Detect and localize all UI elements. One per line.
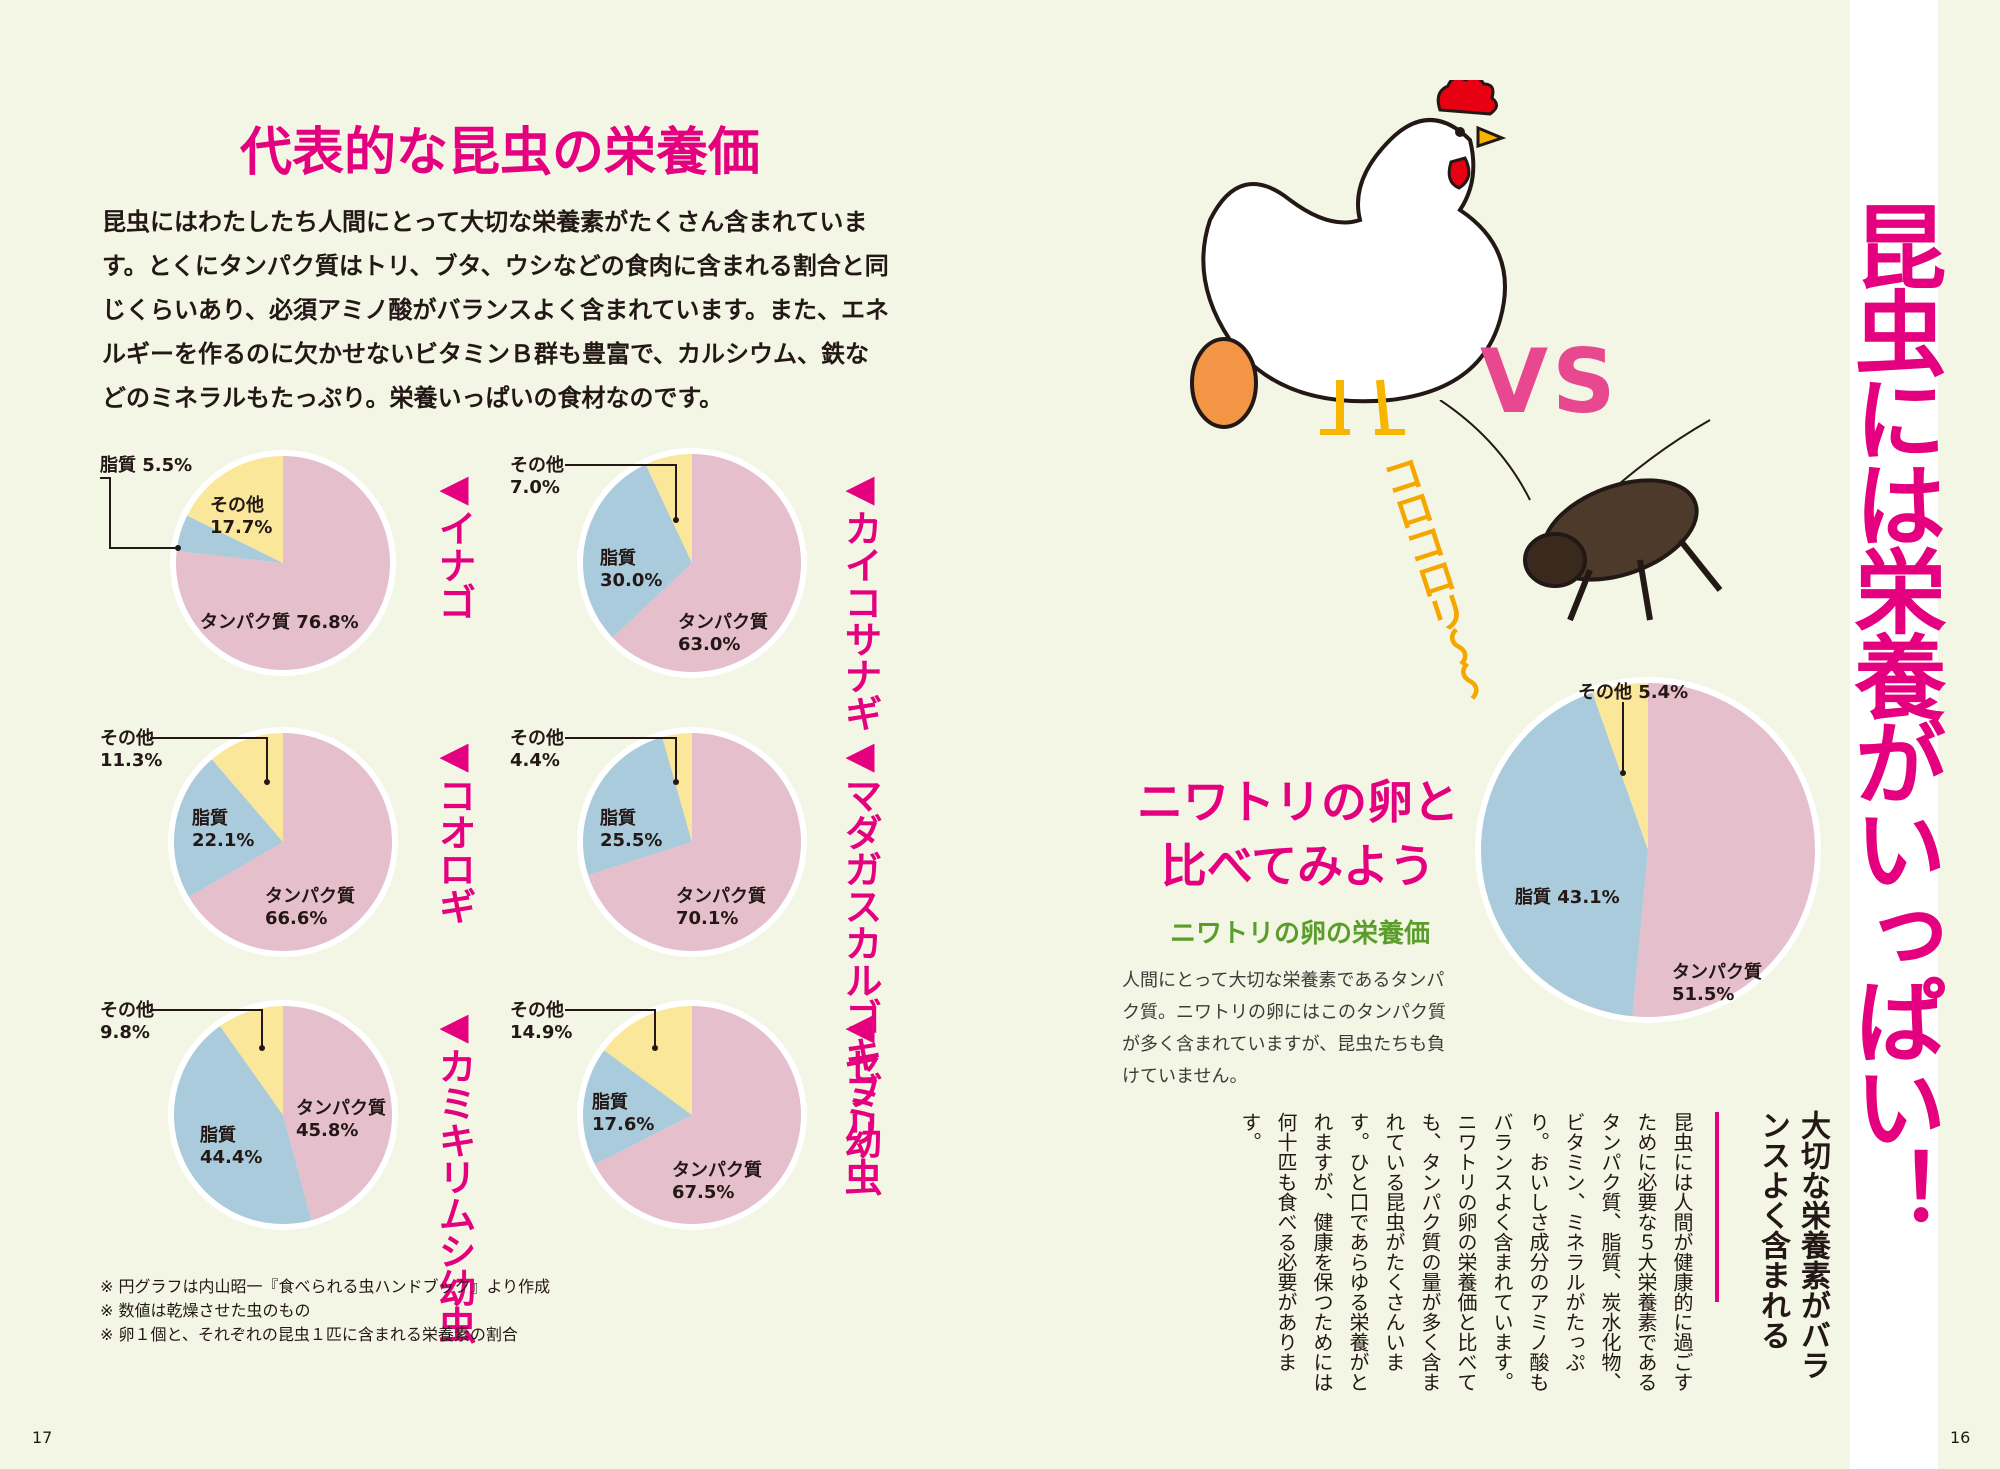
pie-0-leader-dot bbox=[175, 545, 181, 551]
pie-1-outline bbox=[577, 448, 807, 678]
pie-0-other-label: その他 17.7% bbox=[210, 495, 273, 538]
pie-0-outline bbox=[170, 450, 396, 676]
pie-1-slice-other bbox=[644, 451, 692, 563]
pie-4-leader-dot bbox=[259, 1045, 265, 1051]
pie-egg-protein-label: タンパク質 51.5% bbox=[1672, 962, 1762, 1005]
pie-6-slice-fat bbox=[1477, 689, 1648, 1020]
left-page-title: 代表的な昆虫の栄養価 bbox=[239, 123, 760, 183]
species-label-madagascar-gokiburi: ◀マダガスカルゴキブリ bbox=[838, 733, 882, 1146]
pie-2-outline bbox=[168, 727, 398, 957]
pie-5-slice-fat bbox=[580, 1048, 692, 1166]
egg-illustration bbox=[1190, 337, 1258, 429]
pie-4-leader-line bbox=[150, 1009, 263, 1048]
footnotes: ※ 円グラフは内山昭一『食べられる虫ハンドブック』より作成 ※ 数値は乾燥させた… bbox=[100, 1275, 800, 1347]
pie-3-fat-label: 脂質 25.5% bbox=[600, 808, 663, 851]
pie-1-other-label: その他 7.0% bbox=[510, 455, 564, 498]
pie-2-slice-fat bbox=[171, 757, 283, 899]
page-number-left: 17 bbox=[32, 1428, 53, 1447]
pie-4-outline bbox=[168, 1000, 398, 1230]
pie-1-protein-label: タンパク質 63.0% bbox=[678, 612, 768, 655]
vertical-body-text: 昆虫には人間が健康的に過ごすために必要な５大栄養素であるタンパク質、脂質、炭水化… bbox=[1238, 1112, 1694, 1392]
pie-0-slice-fat bbox=[173, 514, 283, 563]
main-title: 昆虫には栄養がいっぱい！ bbox=[1839, 200, 1946, 1232]
pie-4-slice-protein bbox=[283, 1003, 396, 1224]
pie-2-fat-label: 脂質 22.1% bbox=[192, 808, 255, 851]
pie-6-outline bbox=[1475, 677, 1821, 1023]
pie-3-other-label: その他 4.4% bbox=[510, 728, 564, 771]
pie-5-slice-other bbox=[601, 1003, 692, 1115]
pie-4-slice-other bbox=[218, 1003, 283, 1115]
egg-compare-title-line2: 比べてみよう bbox=[1160, 839, 1436, 893]
chicken-illustration bbox=[1201, 80, 1507, 435]
pie-3-leader-dot bbox=[673, 779, 679, 785]
pie-5-leader-line bbox=[565, 1009, 656, 1048]
pie-2-slice-protein bbox=[186, 730, 396, 954]
pie-1-slice-protein bbox=[610, 451, 805, 675]
footnote-2: ※ 数値は乾燥させた虫のもの bbox=[100, 1301, 311, 1320]
title-strip bbox=[1850, 0, 1938, 1469]
heading-accent-bar bbox=[1715, 1112, 1719, 1302]
pie-5-other-label: その他 14.9% bbox=[510, 1000, 573, 1043]
pie-4-fat-label: 脂質 44.4% bbox=[200, 1125, 263, 1168]
pie-egg-fat-label: 脂質 43.1% bbox=[1515, 887, 1620, 908]
pie-egg-other-label: その他 5.4% bbox=[1578, 682, 1689, 703]
pie-1-leader-dot bbox=[673, 517, 679, 523]
footnote-1: ※ 円グラフは内山昭一『食べられる虫ハンドブック』より作成 bbox=[100, 1277, 551, 1296]
pie-0-slice-other bbox=[184, 453, 283, 563]
footnote-3: ※ 卵１個と、それぞれの昆虫１匹に含まれる栄養素の割合 bbox=[100, 1325, 518, 1344]
pie-1-slice-fat bbox=[580, 461, 692, 640]
pie-5-protein-label: タンパク質 67.5% bbox=[672, 1160, 762, 1203]
species-label-kamikirimushi: ◀カミキリムシ幼虫 bbox=[432, 1004, 476, 1343]
pie-6-slice-protein bbox=[1632, 679, 1818, 1020]
species-label-koorogi: ◀コオロギ bbox=[432, 733, 476, 924]
pie-5-slice-protein bbox=[592, 1003, 804, 1227]
pie-3-leader-line bbox=[565, 737, 677, 782]
pie-2-protein-label: タンパク質 66.6% bbox=[265, 886, 355, 929]
pie-2-slice-other bbox=[209, 730, 283, 842]
pie-1-fat-label: 脂質 30.0% bbox=[600, 548, 663, 591]
pie-5-fat-label: 脂質 17.6% bbox=[592, 1092, 655, 1135]
pie-4-protein-label: タンパク質 45.8% bbox=[296, 1098, 386, 1141]
pie-3-slice-protein bbox=[585, 730, 804, 954]
intro-paragraph: 昆虫にはわたしたち人間にとって大切な栄養素がたくさん含まれています。とくにタンパ… bbox=[102, 208, 889, 412]
page-number-right: 16 bbox=[1950, 1428, 1971, 1447]
pie-4-other-label: その他 9.8% bbox=[100, 1000, 154, 1043]
pie-6-slice-other bbox=[1591, 680, 1648, 850]
species-label-kaikosanagi: ◀カイコサナギ bbox=[838, 466, 882, 731]
pie-5-leader-dot bbox=[652, 1045, 658, 1051]
pie-3-slice-other bbox=[661, 730, 692, 842]
pie-1-leader-line bbox=[565, 464, 677, 520]
vertical-heading: 大切な栄養素がバランスよく含まれる bbox=[1755, 1110, 1830, 1380]
species-label-semi: ◀セミ幼虫 bbox=[838, 1004, 882, 1195]
pie-5-outline bbox=[577, 1000, 807, 1230]
pie-4-slice-fat bbox=[170, 1023, 313, 1228]
egg-description: 人間にとって大切な栄養素であるタンパク質。ニワトリの卵にはこのタンパク質が多く含… bbox=[1122, 970, 1446, 1087]
vs-text: VS bbox=[1480, 330, 1620, 433]
pie-0-leader-line bbox=[100, 477, 178, 549]
pie-0-fat-label: 脂質 5.5% bbox=[100, 455, 193, 476]
cricket-illustration bbox=[1439, 400, 1723, 622]
pie-0-protein-label: タンパク質 76.8% bbox=[200, 612, 359, 633]
pie-3-outline bbox=[577, 727, 807, 957]
species-label-inago: ◀イナゴ bbox=[432, 466, 476, 620]
pie-2-other-label: その他 11.3% bbox=[100, 728, 163, 771]
egg-compare-title-line1: ニワトリの卵と bbox=[1137, 775, 1459, 829]
egg-compare-title: ニワトリの卵と 比べてみよう bbox=[1128, 770, 1468, 898]
pie-2-leader-dot bbox=[264, 779, 270, 785]
pie-2-leader-line bbox=[150, 737, 268, 782]
pie-6-leader-dot bbox=[1620, 770, 1626, 776]
egg-subtitle: ニワトリの卵の栄養価 bbox=[1169, 919, 1430, 949]
pie-3-protein-label: タンパク質 70.1% bbox=[676, 886, 766, 929]
